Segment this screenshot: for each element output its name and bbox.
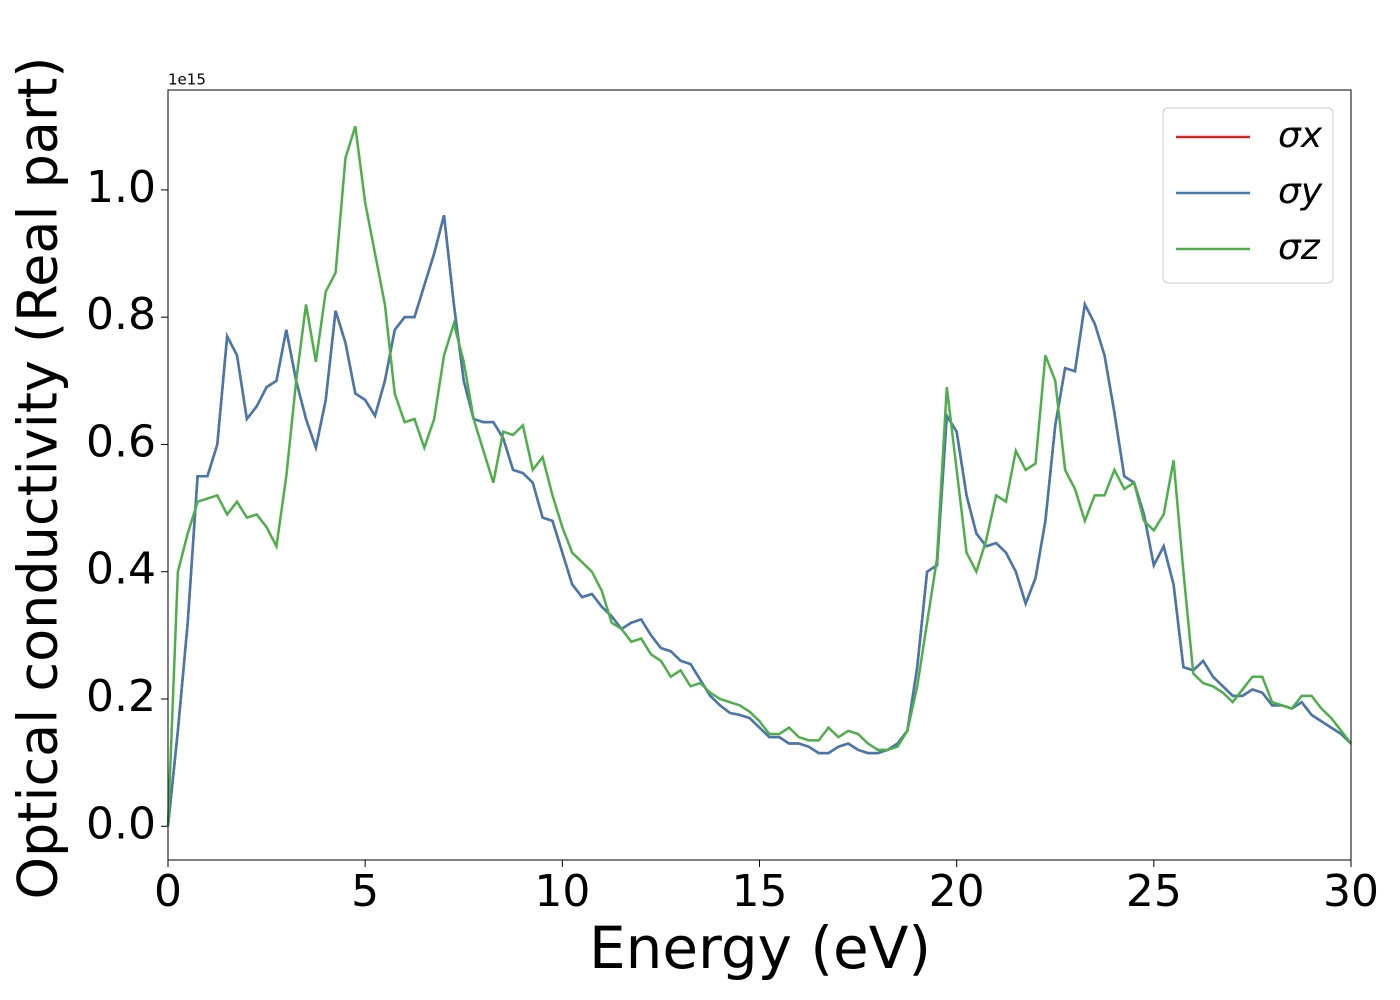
y-tick-label: 0.2: [86, 671, 156, 722]
x-tick-label: 10: [534, 866, 590, 917]
legend-box: [1162, 107, 1334, 284]
x-tick-label: 0: [154, 866, 182, 917]
legend-label: σx: [1278, 115, 1323, 156]
y-tick-label: 1.0: [86, 162, 156, 213]
y-tick-label: 0.8: [86, 289, 156, 340]
series-line: [166, 215, 1352, 827]
axis-offset: 1e15: [168, 71, 206, 89]
y-tick-label: 0.4: [86, 544, 156, 595]
y-axis-label: Optical conductivity (Real part): [7, 57, 70, 900]
series-line: [166, 125, 1352, 827]
y-tick-label: 0.0: [86, 798, 156, 849]
legend-label: σy: [1278, 171, 1323, 212]
x-tick-label: 5: [351, 866, 379, 917]
x-tick-label: 25: [1126, 866, 1182, 917]
x-axis-label: Energy (eV): [589, 914, 931, 982]
series-line: [166, 215, 1352, 827]
y-tick-label: 0.6: [86, 416, 156, 467]
x-tick-label: 20: [929, 866, 985, 917]
legend-label: σz: [1278, 227, 1321, 268]
plot-frame: [167, 89, 1352, 861]
x-tick-label: 30: [1323, 866, 1379, 917]
x-tick-label: 15: [732, 866, 788, 917]
